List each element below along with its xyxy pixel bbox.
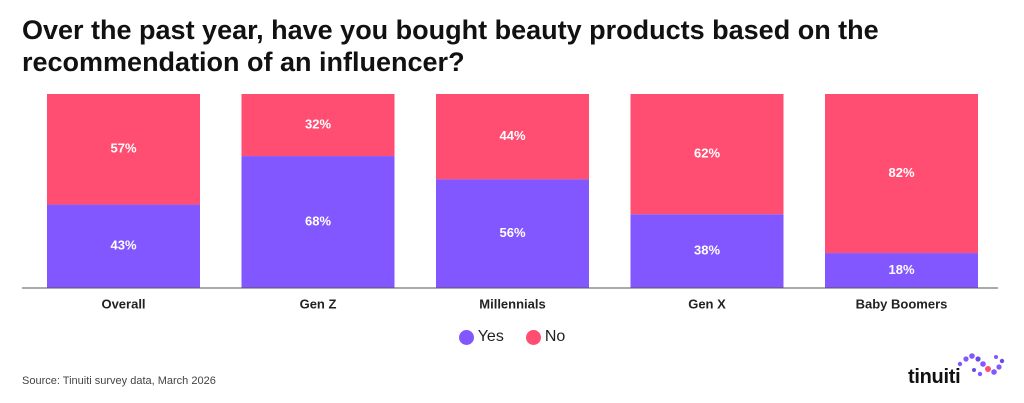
legend-label-yes: Yes (477, 328, 504, 345)
category-label-baby-boomers: Baby Boomers (856, 296, 948, 311)
bar-yes-gen-x (630, 214, 784, 288)
data-label-no-gen-z: 32% (305, 116, 331, 131)
legend: Yes No (0, 328, 1024, 346)
data-label-yes-gen-z: 68% (305, 213, 331, 228)
category-label-gen-z: Gen Z (300, 296, 337, 311)
bar-no-gen-x (630, 94, 784, 215)
bar-no-baby-boomers (825, 94, 978, 254)
bar-no-gen-z (241, 94, 395, 157)
bar-yes-gen-z (241, 156, 395, 288)
tinuiti-logo: tinuiti (908, 350, 1008, 392)
data-label-no-gen-x: 62% (694, 146, 720, 161)
legend-item-yes[interactable]: Yes (458, 328, 504, 346)
bar-yes-millennials (436, 179, 589, 288)
chart-title: Over the past year, have you bought beau… (22, 15, 879, 77)
bars-layer (47, 94, 978, 288)
data-label-yes-gen-x: 38% (694, 243, 720, 258)
data-label-yes-overall: 43% (110, 238, 136, 253)
dot-swirl-icon (957, 353, 1005, 377)
source-note: Source: Tinuiti survey data, March 2026 (22, 375, 216, 387)
legend-label-no: No (544, 328, 566, 345)
data-label-no-overall: 57% (110, 141, 136, 156)
bar-no-overall (47, 94, 200, 205)
legend-dot-no-icon (525, 329, 541, 345)
data-label-yes-millennials: 56% (499, 225, 525, 240)
data-label-no-baby-boomers: 82% (888, 165, 914, 180)
category-labels-layer: 57% 43% Overall 32% 68% Gen Z 44% 56% Millennial… (101, 116, 947, 311)
data-label-no-millennials: 44% (499, 128, 525, 143)
legend-dot-yes-icon (458, 329, 474, 345)
stacked-bar-chart: 57% 43% Overall 32% 68% Gen Z 44% 56% Millennial… (22, 94, 998, 311)
data-label-yes-baby-boomers: 18% (888, 262, 914, 277)
logo-text: tinuiti (908, 366, 961, 388)
category-label-millennials: Millennials (479, 296, 545, 311)
bar-yes-overall (47, 204, 200, 288)
bar-yes-baby-boomers (825, 253, 978, 288)
legend-item-no[interactable]: No (525, 328, 566, 346)
bar-no-millennials (436, 94, 589, 180)
category-label-gen-x: Gen X (688, 296, 726, 311)
category-label-overall: Overall (101, 296, 145, 311)
